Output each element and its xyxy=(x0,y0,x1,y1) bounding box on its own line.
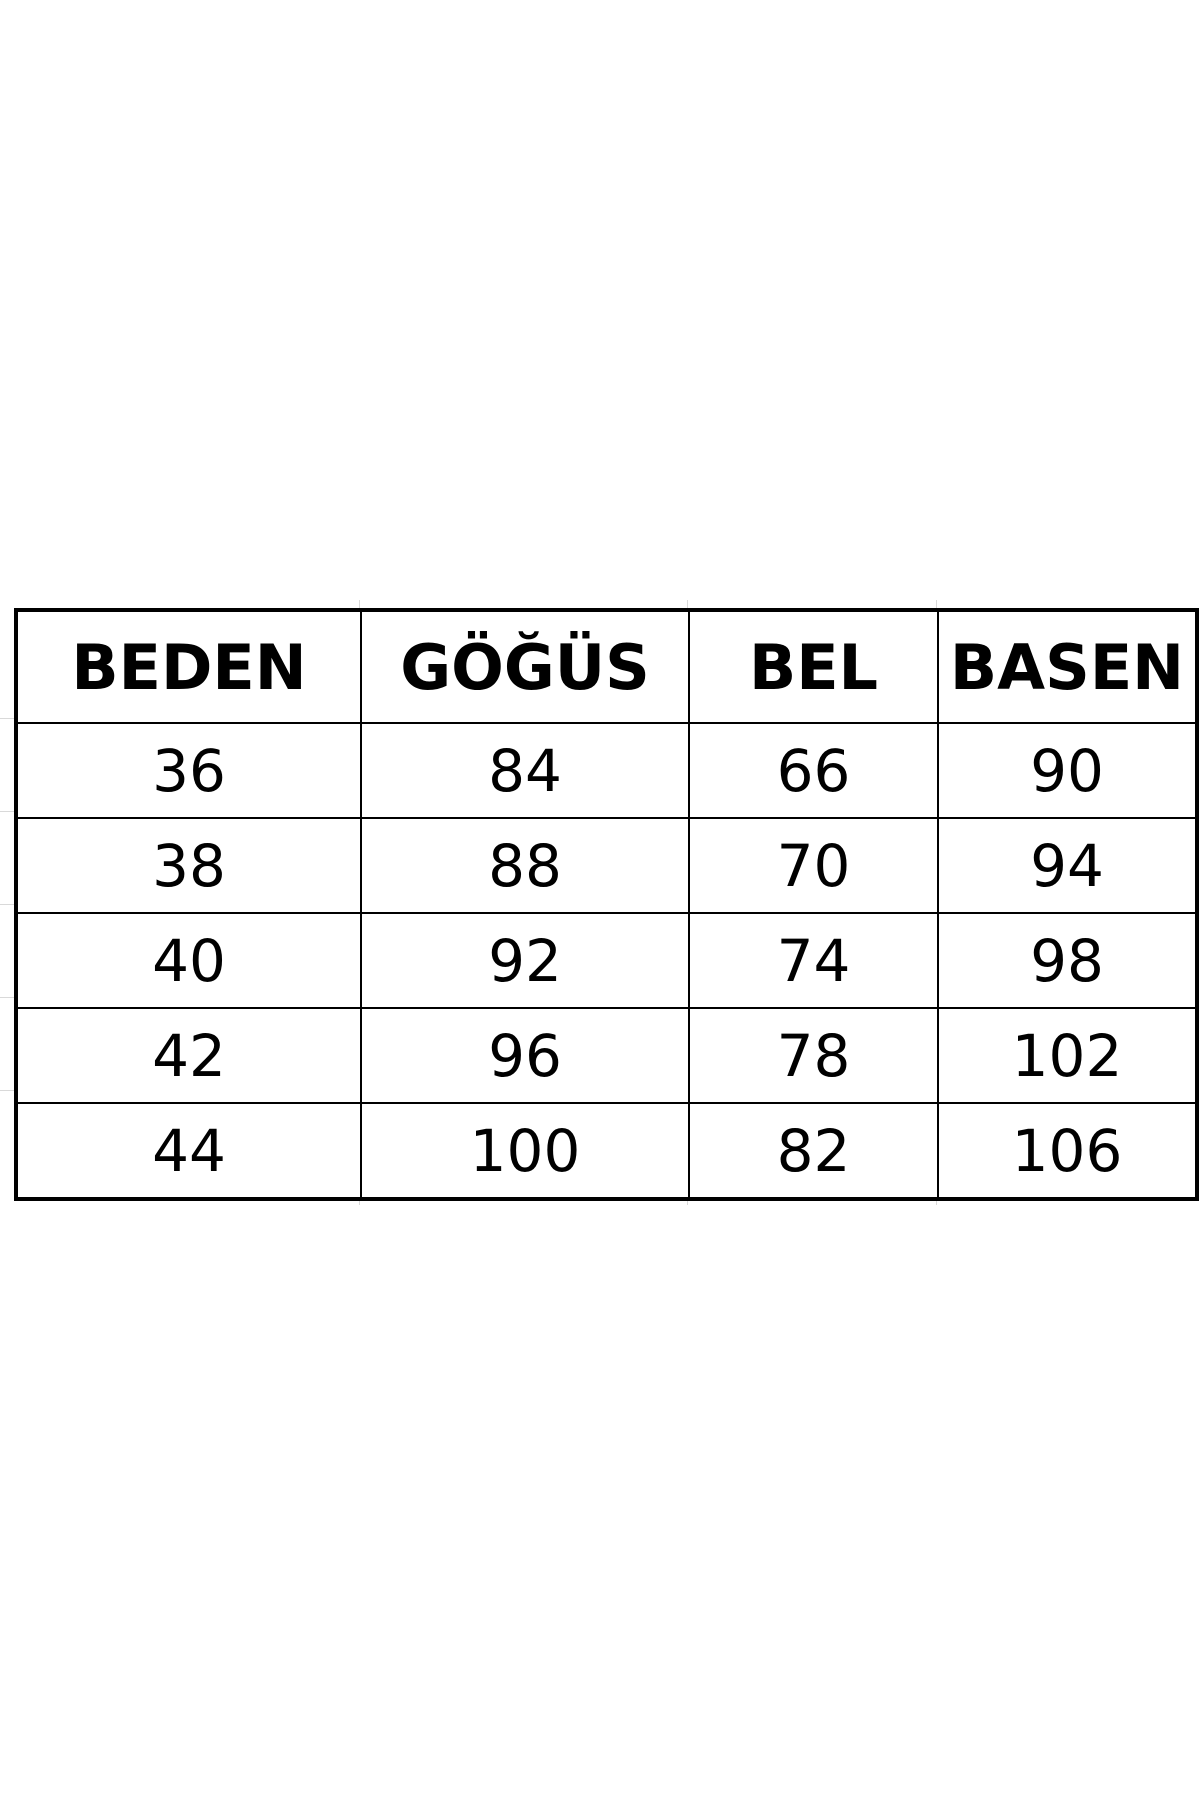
cell-gogus: 100 xyxy=(360,1102,690,1200)
header-beden: BEDEN xyxy=(15,609,362,724)
gridline xyxy=(936,600,937,608)
header-row: BEDEN GÖĞÜS BEL BASEN xyxy=(15,609,1198,724)
cell-gogus: 88 xyxy=(360,817,690,914)
cell-basen: 102 xyxy=(937,1007,1198,1104)
gridline xyxy=(936,1197,937,1205)
cell-basen: 90 xyxy=(937,722,1198,819)
size-chart: BEDEN GÖĞÜS BEL BASEN 36 84 66 90 38 88 … xyxy=(0,600,1199,1205)
cell-basen: 94 xyxy=(937,817,1198,914)
gridline xyxy=(359,600,360,608)
gridline xyxy=(359,1197,360,1205)
header-gogus: GÖĞÜS xyxy=(360,609,690,724)
table-row: 40 92 74 98 xyxy=(15,912,1198,1009)
table-row: 38 88 70 94 xyxy=(15,817,1198,914)
cell-bel: 78 xyxy=(688,1007,939,1104)
cell-beden: 38 xyxy=(15,817,362,914)
gridline xyxy=(0,997,14,998)
cell-beden: 44 xyxy=(15,1102,362,1200)
gridline xyxy=(0,904,14,905)
gridline xyxy=(687,600,688,608)
gridline xyxy=(0,811,14,812)
cell-beden: 36 xyxy=(15,722,362,819)
table-row: 36 84 66 90 xyxy=(15,722,1198,819)
cell-bel: 82 xyxy=(688,1102,939,1200)
cell-gogus: 96 xyxy=(360,1007,690,1104)
size-table: BEDEN GÖĞÜS BEL BASEN 36 84 66 90 38 88 … xyxy=(14,608,1199,1201)
gridline xyxy=(0,1090,14,1091)
cell-beden: 40 xyxy=(15,912,362,1009)
cell-basen: 98 xyxy=(937,912,1198,1009)
cell-beden: 42 xyxy=(15,1007,362,1104)
cell-gogus: 84 xyxy=(360,722,690,819)
table-row: 44 100 82 106 xyxy=(15,1102,1198,1200)
gridline xyxy=(687,1197,688,1205)
gridline xyxy=(0,718,14,719)
cell-basen: 106 xyxy=(937,1102,1198,1200)
table-row: 42 96 78 102 xyxy=(15,1007,1198,1104)
cell-bel: 70 xyxy=(688,817,939,914)
cell-bel: 74 xyxy=(688,912,939,1009)
header-basen: BASEN xyxy=(937,609,1198,724)
header-bel: BEL xyxy=(688,609,939,724)
cell-bel: 66 xyxy=(688,722,939,819)
cell-gogus: 92 xyxy=(360,912,690,1009)
